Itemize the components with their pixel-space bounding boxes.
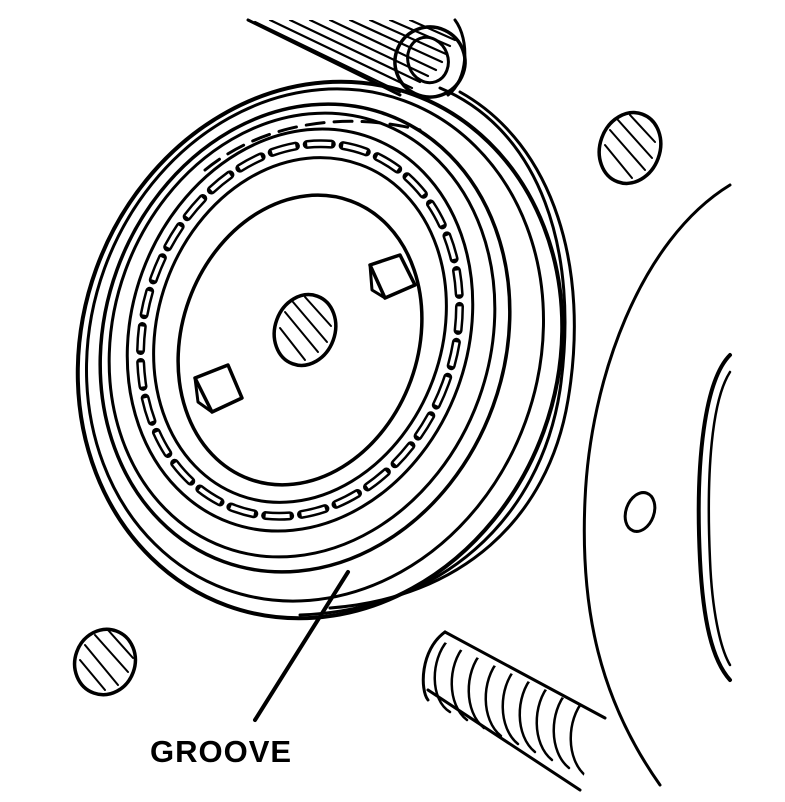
bolt-hole-upper-right (597, 110, 663, 186)
keyway-slot-upper (368, 253, 417, 300)
groove-label: GROOVE (150, 734, 292, 769)
upper-threaded-shaft (246, 18, 467, 99)
keyway-slot-lower (193, 363, 244, 414)
main-pulley (75, 79, 576, 621)
bolt-hole-lower-left (72, 627, 138, 697)
threaded-stud (421, 630, 607, 792)
groove-leader-line (253, 570, 350, 722)
right-flange (582, 183, 732, 787)
